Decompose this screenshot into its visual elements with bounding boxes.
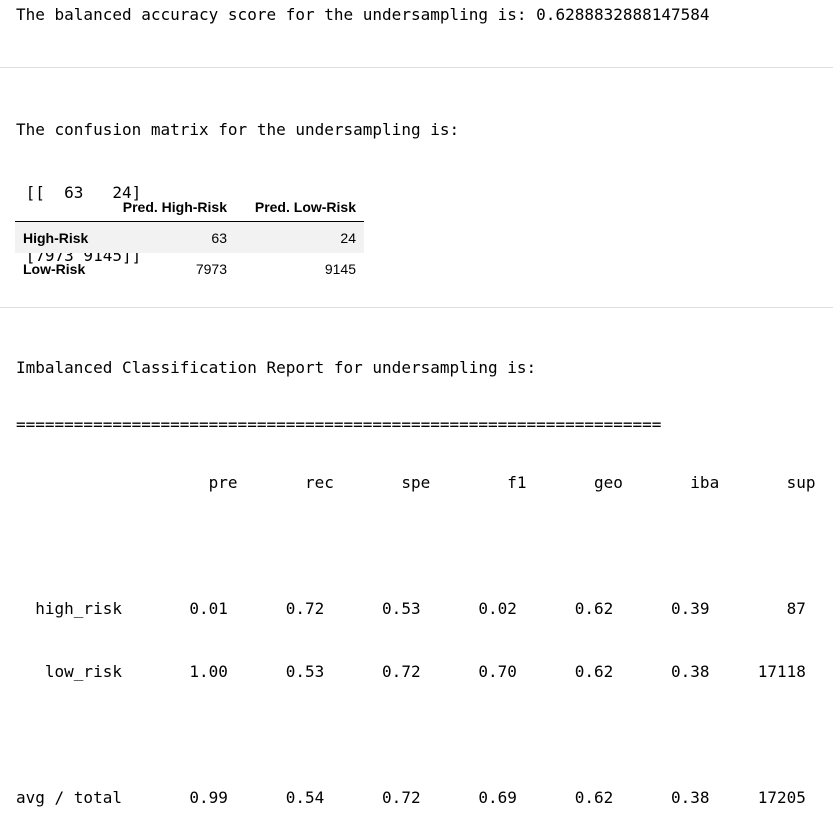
output-separator bbox=[0, 67, 833, 68]
report-row-high-risk: high_risk 0.01 0.72 0.53 0.02 0.62 0.39 … bbox=[16, 599, 806, 618]
confusion-matrix-row-1: [[ 63 24] bbox=[16, 183, 142, 202]
dataframe-col-pred-low-risk: Pred. Low-Risk bbox=[254, 199, 356, 215]
report-row-low-risk: low_risk 1.00 0.53 0.72 0.70 0.62 0.38 1… bbox=[16, 662, 806, 681]
report-rule: ========================================… bbox=[16, 420, 662, 430]
dataframe-index-header bbox=[15, 193, 108, 222]
dataframe-col-pred-high-risk: Pred. High-Risk bbox=[122, 199, 227, 215]
cell-low-pred-high: 7973 bbox=[195, 260, 227, 277]
balanced-accuracy-output: The balanced accuracy score for the unde… bbox=[16, 5, 710, 24]
report-blank-line bbox=[16, 724, 816, 745]
output-separator bbox=[0, 307, 833, 308]
cell-low-pred-low: 9145 bbox=[324, 260, 356, 277]
confusion-dataframe: Pred. High-Risk Pred. Low-Risk High-Risk… bbox=[15, 193, 364, 284]
dataframe-header-row: Pred. High-Risk Pred. Low-Risk bbox=[15, 193, 364, 222]
table-row: Low-Risk 7973 9145 bbox=[15, 253, 364, 284]
report-header: pre rec spe f1 geo iba sup bbox=[16, 473, 816, 492]
cell-high-pred-low: 24 bbox=[340, 229, 356, 246]
report-blank-line bbox=[16, 535, 816, 556]
table-row: High-Risk 63 24 bbox=[15, 221, 364, 253]
confusion-matrix-output: The confusion matrix for the undersampli… bbox=[16, 77, 459, 287]
confusion-matrix-row-2: [7973 9145]] bbox=[16, 246, 142, 265]
row-label-low-risk: Low-Risk bbox=[23, 260, 86, 277]
row-label-high-risk: High-Risk bbox=[23, 229, 89, 246]
cell-high-pred-high: 63 bbox=[211, 229, 227, 246]
report-title: Imbalanced Classification Report for und… bbox=[16, 358, 537, 377]
report-row-avg-total: avg / total 0.99 0.54 0.72 0.69 0.62 0.3… bbox=[16, 788, 806, 807]
classification-report-output: Imbalanced Classification Report for und… bbox=[16, 315, 816, 829]
confusion-matrix-title: The confusion matrix for the undersampli… bbox=[16, 120, 460, 139]
